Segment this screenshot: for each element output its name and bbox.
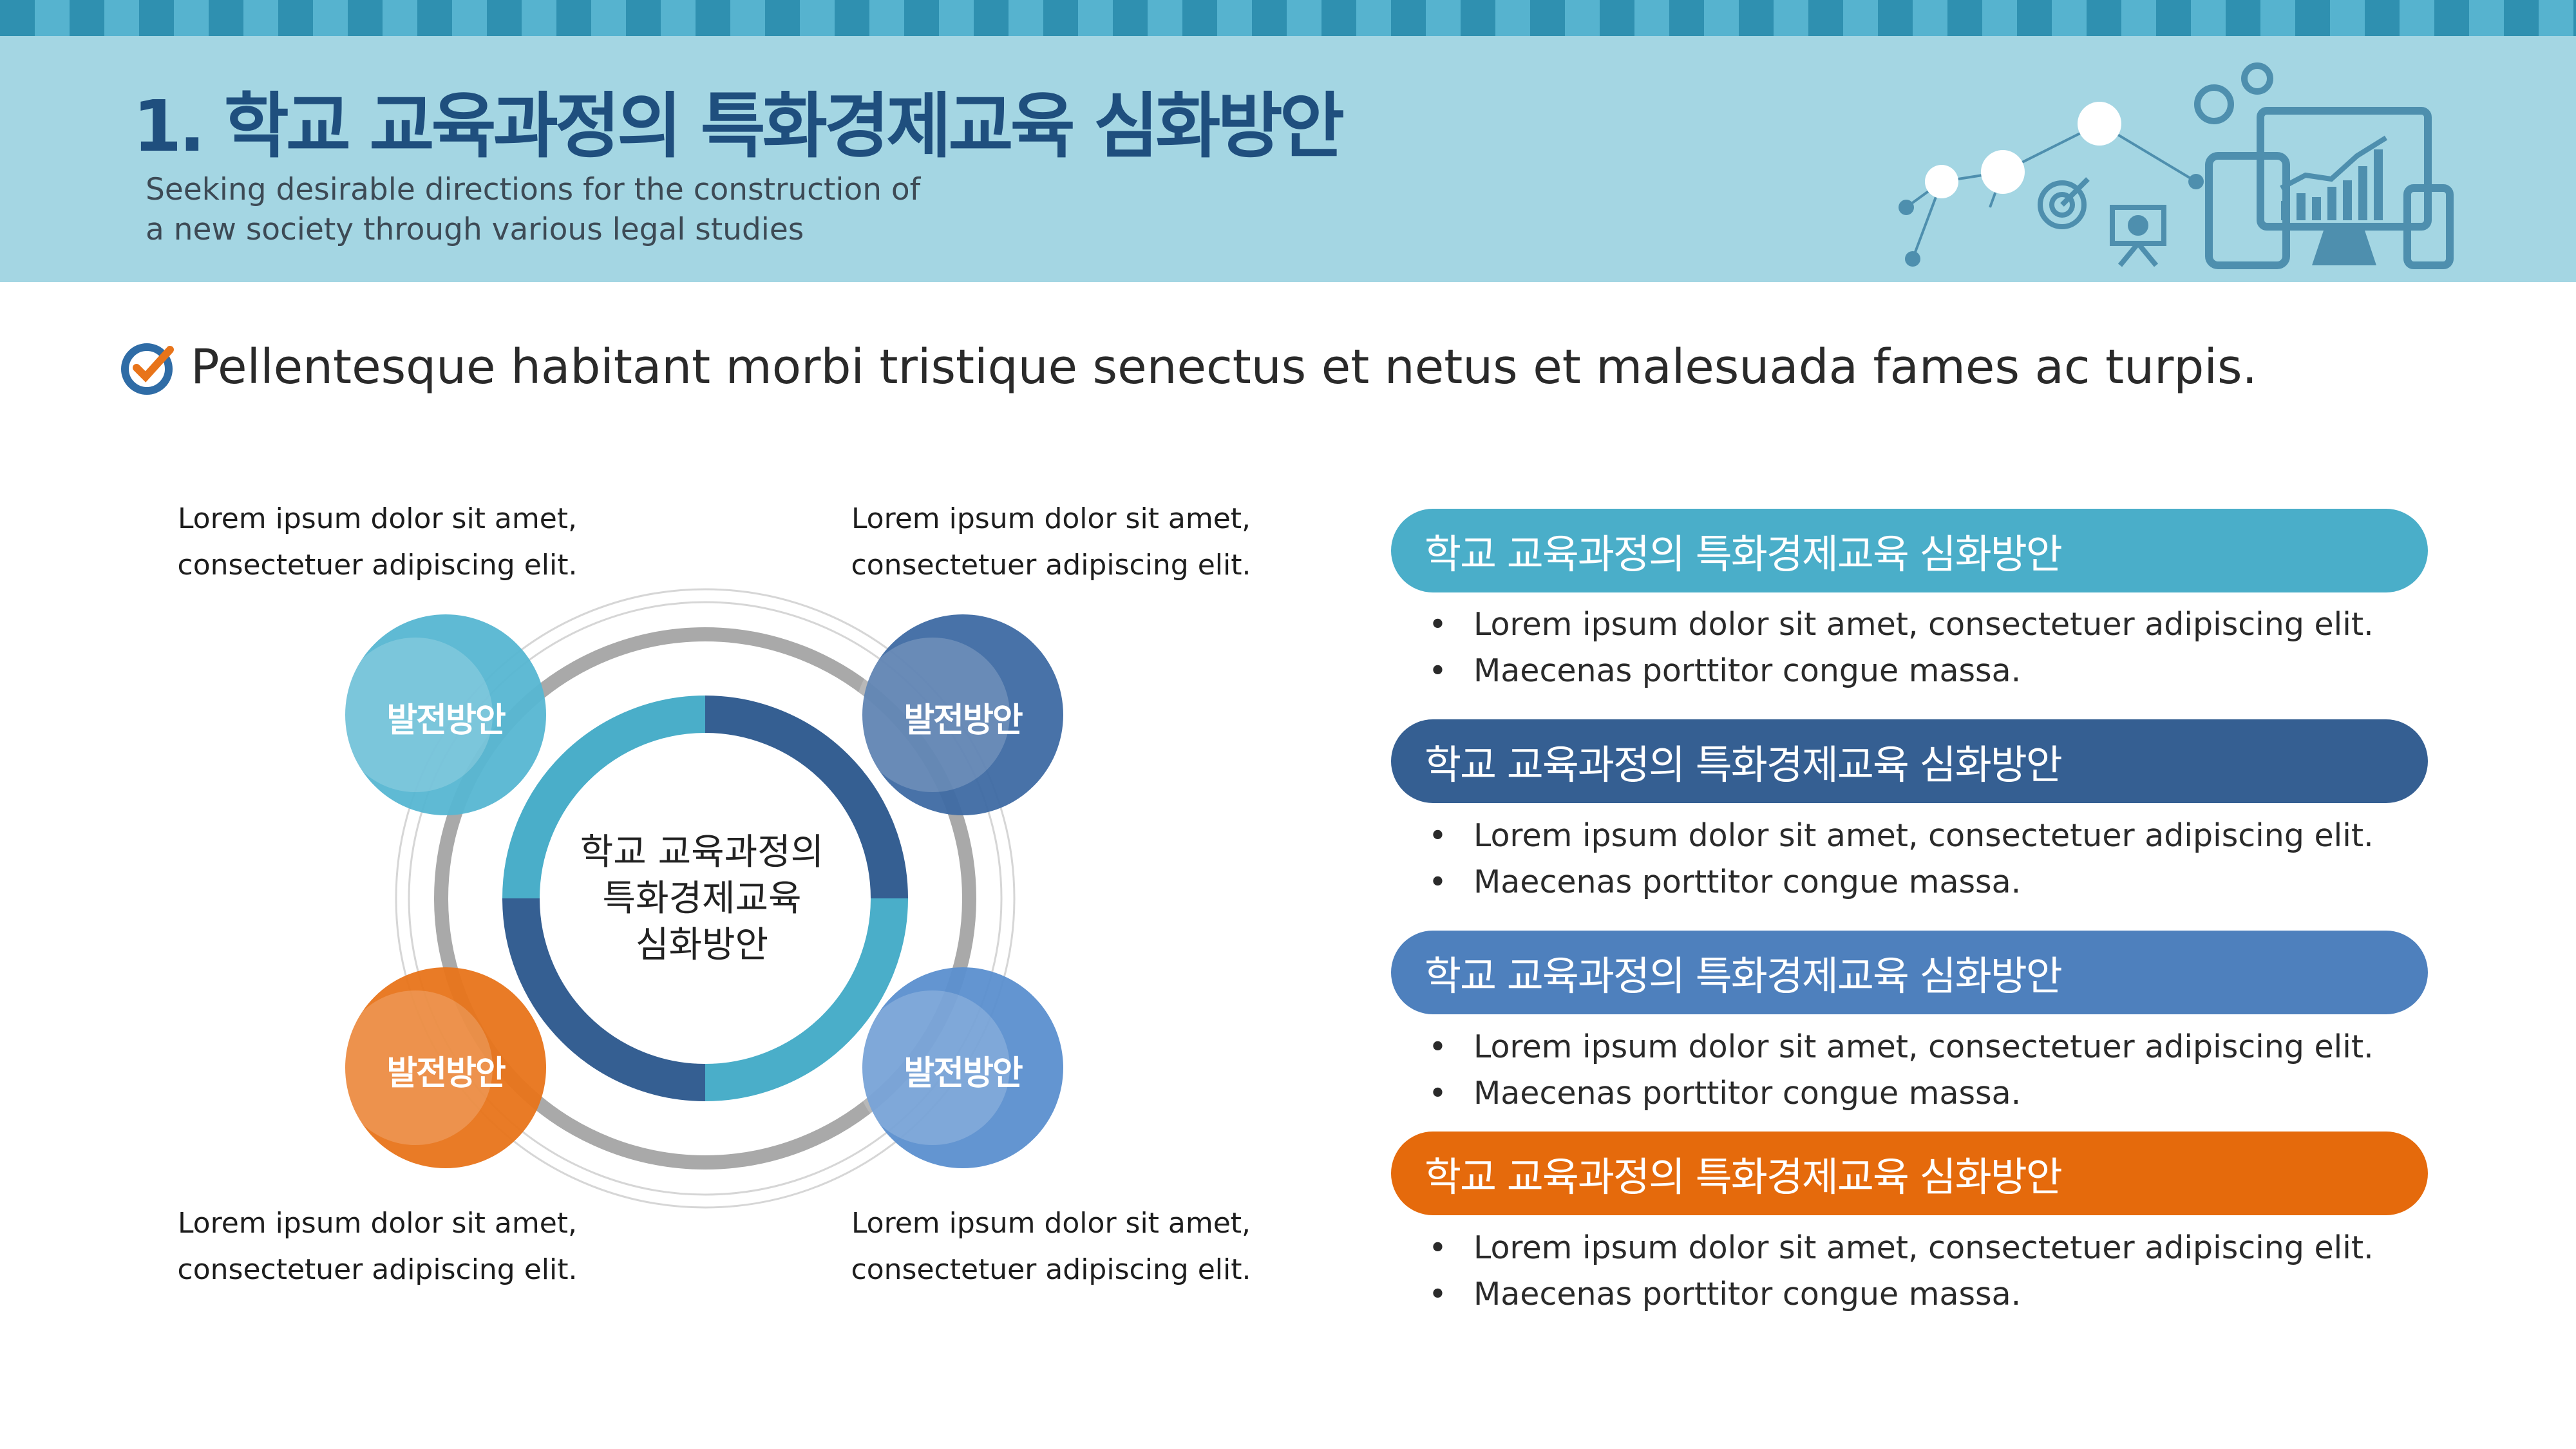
corner-text-line: consectetuer adipiscing elit.: [851, 1253, 1251, 1286]
page-title: 1. 학교 교육과정의 특화경제교육 심화방안: [133, 85, 1345, 167]
corner-text-line: consectetuer adipiscing elit.: [177, 1253, 578, 1286]
corner-text-top-right: Lorem ipsum dolor sit amet, consectetuer…: [806, 496, 1296, 589]
development-plan-diagram: [338, 588, 1063, 1209]
page-subtitle: Seeking desirable directions for the con…: [146, 170, 983, 250]
list-item: • Maecenas porttitor congue massa.: [1428, 648, 2374, 694]
corner-text-line: consectetuer adipiscing elit.: [177, 549, 578, 582]
list-item: • Maecenas porttitor congue massa.: [1428, 1070, 2374, 1117]
section-list-1: • Lorem ipsum dolor sit amet, consectetue…: [1428, 601, 2374, 694]
center-line-3: 심화방안: [635, 924, 769, 966]
corner-text-line: Lorem ipsum dolor sit amet,: [177, 502, 578, 535]
bar-chart-icon: [2281, 149, 2383, 220]
bullet-icon: •: [1428, 1276, 1447, 1312]
phone-icon: [2403, 184, 2454, 269]
section-title: 학교 교육과정의 특화경제교육 심화방안: [1425, 952, 2063, 999]
network-node-icon: [2188, 174, 2204, 189]
network-node-icon: [2078, 102, 2121, 146]
diagram-center-label: 학교 교육과정의 특화경제교육 심화방안: [554, 829, 850, 969]
corner-text-line: Lorem ipsum dolor sit amet,: [851, 1207, 1251, 1240]
gear-icon: [2194, 62, 2273, 124]
section-header-2: 학교 교육과정의 특화경제교육 심화방안: [1391, 719, 2428, 803]
bubble-bottom-left: [345, 967, 546, 1168]
headline-row: Pellentesque habitant morbi tristique se…: [120, 335, 2257, 399]
section-title: 학교 교육과정의 특화경제교육 심화방안: [1425, 741, 2063, 788]
list-item: • Lorem ipsum dolor sit amet, consectetue…: [1428, 601, 2374, 648]
bullet-icon: •: [1428, 652, 1447, 689]
bullet-icon: •: [1428, 1229, 1447, 1266]
corner-text-line: Lorem ipsum dolor sit amet,: [851, 502, 1251, 535]
section-title: 학교 교육과정의 특화경제교육 심화방안: [1425, 1153, 2063, 1200]
section-header-4: 학교 교육과정의 특화경제교육 심화방안: [1391, 1132, 2428, 1215]
bullet-icon: •: [1428, 606, 1447, 643]
section-header-3: 학교 교육과정의 특화경제교육 심화방안: [1391, 931, 2428, 1014]
bullet-icon: •: [1428, 817, 1447, 854]
corner-text-bottom-left: Lorem ipsum dolor sit amet, consectetuer…: [133, 1200, 622, 1293]
network-node-icon: [1899, 200, 1914, 215]
trend-line-icon: [2280, 135, 2388, 191]
bubble-bottom-left-label: 발전방안: [386, 1054, 506, 1093]
section-title: 학교 교육과정의 특화경제교육 심화방안: [1425, 531, 2063, 578]
section-list-4: • Lorem ipsum dolor sit amet, consectetue…: [1428, 1225, 2374, 1318]
technology-illustration: [1899, 62, 2454, 269]
tablet-icon: [2205, 152, 2290, 269]
section-list-2: • Lorem ipsum dolor sit amet, consectetue…: [1428, 813, 2374, 905]
subtitle-line-2: a new society through various legal stud…: [146, 212, 804, 247]
list-item: • Lorem ipsum dolor sit amet, consectetue…: [1428, 1024, 2374, 1070]
section-list-3: • Lorem ipsum dolor sit amet, consectetue…: [1428, 1024, 2374, 1117]
check-icon: [121, 343, 174, 395]
headline-text: Pellentesque habitant morbi tristique se…: [191, 339, 2258, 395]
section-header-1: 학교 교육과정의 특화경제교육 심화방안: [1391, 509, 2428, 592]
network-node-icon: [1925, 165, 1958, 198]
corner-text-line: Lorem ipsum dolor sit amet,: [177, 1207, 578, 1240]
list-item: • Lorem ipsum dolor sit amet, consectetue…: [1428, 1225, 2374, 1271]
bubble-top-left: [345, 614, 546, 815]
bullet-icon: •: [1428, 1075, 1447, 1112]
bubble-bottom-right-label: 발전방안: [904, 1054, 1023, 1093]
subtitle-line-1: Seeking desirable directions for the con…: [146, 172, 921, 207]
bubble-bottom-right: [862, 967, 1063, 1168]
bubble-top-right-label: 발전방안: [904, 701, 1023, 740]
center-line-2: 특화경제교육: [602, 878, 802, 920]
center-donut: [502, 696, 908, 1101]
network-node-icon: [1905, 251, 1920, 267]
corner-text-line: consectetuer adipiscing elit.: [851, 549, 1251, 582]
bubble-top-right: [862, 614, 1063, 815]
center-line-1: 학교 교육과정의: [580, 831, 824, 873]
bubble-top-left-label: 발전방안: [386, 701, 506, 740]
presentation-board-icon: [2110, 205, 2166, 267]
header-stripe: [0, 0, 2576, 36]
bullet-icon: •: [1428, 1028, 1447, 1065]
list-item: • Maecenas porttitor congue massa.: [1428, 1271, 2374, 1318]
list-item: • Maecenas porttitor congue massa.: [1428, 859, 2374, 905]
gray-ring: [434, 627, 976, 1170]
network-node-icon: [1981, 150, 2025, 194]
bullet-icon: •: [1428, 864, 1447, 900]
decorative-outer-rings: [395, 588, 1016, 1209]
corner-text-top-left: Lorem ipsum dolor sit amet, consectetuer…: [133, 496, 622, 589]
corner-text-bottom-right: Lorem ipsum dolor sit amet, consectetuer…: [806, 1200, 1296, 1293]
list-item: • Lorem ipsum dolor sit amet, consectetue…: [1428, 813, 2374, 859]
target-icon: [2038, 177, 2090, 229]
